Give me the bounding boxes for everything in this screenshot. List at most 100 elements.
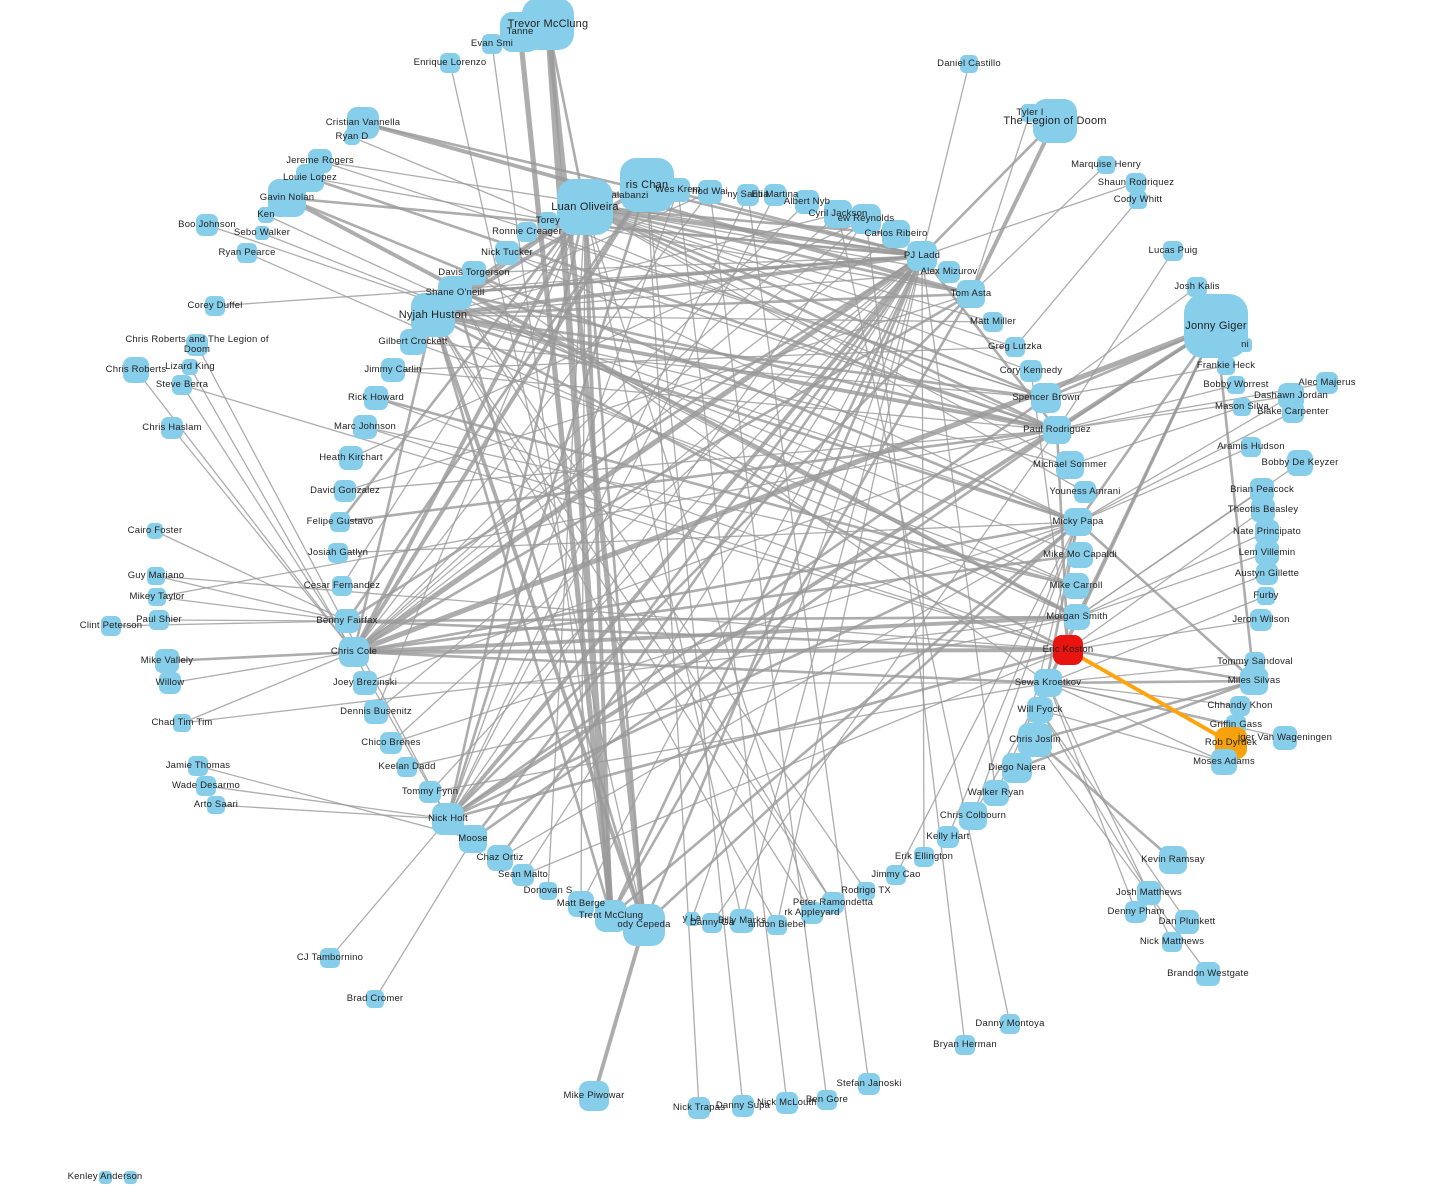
graph-node-alec-majerus[interactable] — [1316, 372, 1338, 394]
graph-node-mike-carroll[interactable] — [1063, 573, 1089, 599]
graph-node-dan-plunkett[interactable] — [1175, 910, 1199, 934]
graph-node-joey-brezinski[interactable] — [353, 671, 377, 695]
graph-node-tommy-fynn[interactable] — [419, 781, 441, 803]
graph-node-kenley-anderson[interactable] — [98, 1170, 112, 1184]
graph-node-boo-johnson[interactable] — [196, 214, 218, 236]
graph-node-eric-koston[interactable] — [1053, 635, 1083, 665]
graph-node-blake-carpenter[interactable] — [1282, 401, 1304, 423]
graph-node-the-legion-of-doom[interactable] — [1033, 99, 1077, 143]
graph-node-diego-najera[interactable] — [1002, 753, 1032, 783]
graph-node-cj-tambornino[interactable] — [320, 948, 340, 968]
graph-node-tom-asta[interactable] — [957, 280, 985, 308]
graph-node-paul-shier[interactable] — [149, 610, 169, 630]
graph-node-mikey-taylor[interactable] — [148, 588, 166, 606]
graph-node-mike-vallely[interactable] — [155, 649, 179, 673]
graph-node-spencer-brown[interactable] — [1031, 383, 1061, 413]
graph-node-hod-wai[interactable] — [698, 180, 722, 204]
graph-node-lucas-puig[interactable] — [1163, 241, 1183, 261]
graph-node-heath-kirchart[interactable] — [339, 446, 363, 470]
graph-node-stefan-janoski[interactable] — [858, 1073, 880, 1095]
graph-node-moose[interactable] — [459, 825, 487, 853]
graph-node-cory-kennedy[interactable] — [1020, 360, 1042, 382]
graph-node-pj-ladd[interactable] — [907, 241, 937, 271]
graph-node-jeron-wilson[interactable] — [1250, 609, 1272, 631]
graph-node-jimmy-cao[interactable] — [886, 865, 906, 885]
graph-node-daniel-castillo[interactable] — [960, 55, 978, 73]
graph-node-alabanzi[interactable] — [623, 189, 637, 203]
graph-node-nick-mclouth[interactable] — [776, 1092, 798, 1114]
graph-node-peter-ramondetta[interactable] — [822, 892, 844, 914]
graph-node-jimmy-carlin[interactable] — [381, 358, 405, 382]
graph-node-keelan-dadd[interactable] — [397, 757, 417, 777]
graph-node-ris-chan[interactable] — [620, 158, 674, 212]
graph-node-bobby-de-keyzer[interactable] — [1287, 450, 1313, 476]
graph-node-chris-cole[interactable] — [339, 637, 369, 667]
graph-node-iger-van-wageningen[interactable] — [1273, 726, 1297, 750]
graph-node-denny-pham[interactable] — [1125, 901, 1147, 923]
graph-node-nick-tucker[interactable] — [495, 241, 519, 265]
graph-node-rick-howard[interactable] — [364, 386, 388, 410]
graph-node-greg-lutzka[interactable] — [1005, 337, 1025, 357]
graph-node-torey[interactable] — [539, 212, 557, 230]
graph-node-rk-appleyard[interactable] — [801, 902, 823, 924]
graph-node-cody-whitt[interactable] — [1129, 191, 1147, 209]
graph-node-mike-piwowar[interactable] — [579, 1081, 609, 1111]
graph-node-matt-miller[interactable] — [983, 312, 1003, 332]
graph-node-furby[interactable] — [1257, 587, 1275, 605]
graph-node-chris-roberts-and-the-legion-of-doom[interactable] — [186, 334, 208, 356]
graph-node-albert-nyb[interactable] — [795, 190, 819, 214]
graph-node-youness-amrani[interactable] — [1074, 481, 1096, 503]
graph-node-walker-ryan[interactable] — [983, 780, 1009, 806]
graph-node-gavin-nolan[interactable] — [268, 179, 306, 217]
graph-node-enrique-lorenzo[interactable] — [440, 53, 460, 73]
graph-node-mason-silva[interactable] — [1233, 398, 1251, 416]
graph-node-ody-cepeda[interactable] — [623, 904, 665, 946]
graph-node-shaun-rodriquez[interactable] — [1126, 173, 1146, 193]
graph-node-aramis-hudson[interactable] — [1241, 437, 1261, 457]
graph-node-cesar-fernandez[interactable] — [332, 576, 352, 596]
graph-node-carlos-ribeiro[interactable] — [882, 220, 910, 248]
graph-node-alex-mizurov[interactable] — [938, 261, 960, 283]
graph-node-danny-montoya[interactable] — [1000, 1014, 1020, 1034]
graph-node-sebo-walker[interactable] — [255, 226, 269, 240]
graph-node-chris-haslam[interactable] — [161, 417, 183, 439]
graph-node-paul-rodriguez[interactable] — [1043, 416, 1071, 444]
graph-node-trent-mcclung[interactable] — [595, 900, 627, 932]
graph-node-marc-johnson[interactable] — [353, 415, 377, 439]
graph-node-danny-supa[interactable] — [732, 1095, 754, 1117]
graph-node-theotis-beasley[interactable] — [1251, 498, 1275, 522]
graph-node[interactable] — [123, 1170, 137, 1184]
graph-node-luan-oliveira[interactable] — [557, 179, 613, 235]
graph-node-chris-colbourn[interactable] — [959, 802, 987, 830]
graph-node-ni[interactable] — [1238, 338, 1252, 352]
graph-node-sean-malto[interactable] — [512, 864, 534, 886]
graph-node-chris-joslin[interactable] — [1018, 723, 1052, 757]
graph-node-chico-brenes[interactable] — [380, 732, 402, 754]
graph-node-ryan-d[interactable] — [344, 129, 360, 145]
graph-node-austyn-gillette[interactable] — [1256, 563, 1278, 585]
graph-node-bobby-worrest[interactable] — [1227, 376, 1245, 394]
graph-node-marquise-henry[interactable] — [1097, 156, 1115, 174]
graph-node-jamie-thomas[interactable] — [188, 756, 208, 776]
graph-node-josh-kalis[interactable] — [1187, 277, 1207, 297]
graph-node-bryan-herman[interactable] — [955, 1035, 975, 1055]
graph-node-ronnie-creager[interactable] — [517, 222, 537, 242]
graph-node-miles-silvas[interactable] — [1240, 667, 1268, 695]
graph-node-corey-duffel[interactable] — [205, 296, 225, 316]
graph-node-kelly-hart[interactable] — [937, 826, 959, 848]
graph-node-chris-roberts[interactable] — [123, 357, 149, 383]
graph-node-will-fyock[interactable] — [1027, 697, 1053, 723]
graph-node-chaz-ortiz[interactable] — [487, 845, 513, 871]
graph-node-morgan-smith[interactable] — [1064, 604, 1090, 630]
graph-node-eli-martina[interactable] — [764, 184, 786, 206]
graph-node-chhandy-khon[interactable] — [1230, 696, 1250, 716]
graph-node-billy-marks[interactable] — [730, 909, 754, 933]
graph-node-brandon-westgate[interactable] — [1196, 962, 1220, 986]
graph-node-ken[interactable] — [258, 207, 274, 223]
graph-node-jonny-giger[interactable] — [1184, 294, 1248, 358]
graph-node-dennis-busenitz[interactable] — [364, 700, 388, 724]
graph-node-gilbert-crockett[interactable] — [400, 329, 426, 355]
graph-node-kevin-ramsay[interactable] — [1159, 846, 1187, 874]
graph-node-ryan-pearce[interactable] — [237, 243, 257, 263]
graph-node-steve-berra[interactable] — [172, 375, 192, 395]
